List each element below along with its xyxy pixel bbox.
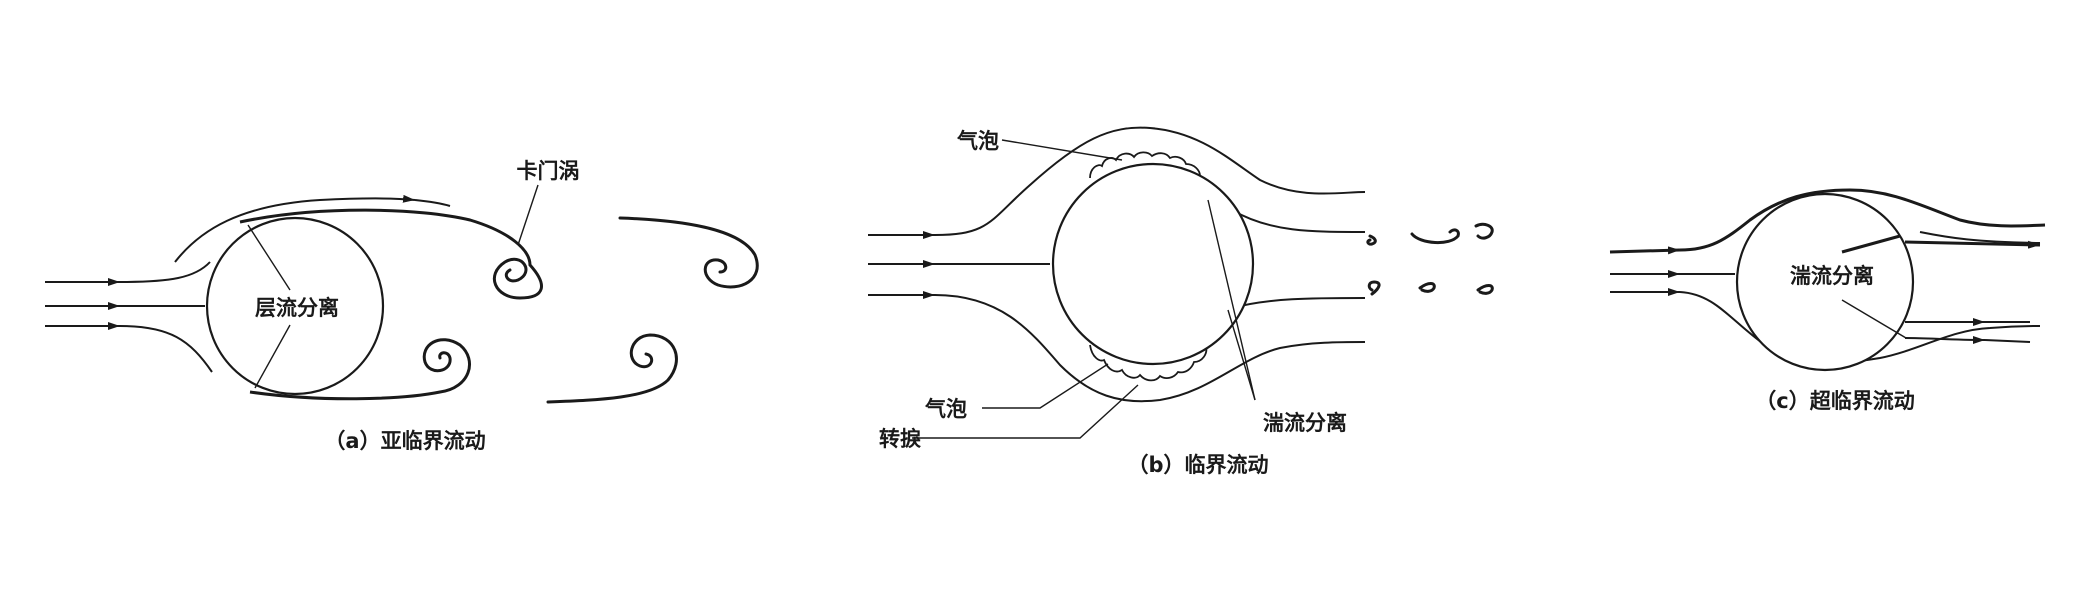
karman-vortex-street (422, 216, 759, 404)
label-laminar-separation: 层流分离 (255, 296, 339, 320)
label-turbulent-separation-b: 湍流分离 (1263, 411, 1347, 435)
label-karman-vortex: 卡门涡 (517, 159, 580, 183)
panel-c-cylinder (1735, 192, 1915, 372)
vortex-1 (492, 257, 543, 300)
caption-subcritical: （a）亚临界流动 (324, 429, 485, 453)
panel-a-shear-layers (239, 208, 532, 401)
panel-c-leaders (1841, 234, 1907, 339)
label-transition: 转捩 (879, 427, 922, 451)
caption-supercritical: （c）超临界流动 (1755, 389, 1914, 413)
label-bubble-bottom: 气泡 (924, 397, 967, 421)
panel-b-cylinder (1051, 162, 1255, 366)
panel-b-streamlines (868, 126, 1366, 403)
panel-a-vortex-leader (517, 184, 539, 246)
panel-a-separation-leaders (247, 224, 291, 389)
panel-a-streamlines (45, 194, 451, 373)
label-bubble-top: 气泡 (956, 129, 999, 153)
panel-b-critical: 气泡 气泡 转捩 湍流分离 （b）临界流动 (868, 126, 1494, 477)
panel-c-supercritical: 湍流分离 （c）超临界流动 (1609, 188, 2046, 413)
panel-c-streamlines (1609, 188, 2046, 364)
panel-b-bubble-bottom (1089, 329, 1215, 382)
vortex-2 (422, 338, 471, 394)
panel-b-leaders (912, 139, 1256, 439)
caption-critical: （b）临界流动 (1127, 453, 1268, 477)
panel-b-wake-eddies (1366, 222, 1494, 296)
vortex-3 (618, 216, 759, 289)
label-turbulent-separation-c: 湍流分离 (1790, 264, 1874, 288)
vortex-4 (546, 333, 678, 404)
panel-a-subcritical: 卡门涡 层流分离 （a）亚临界流动 (45, 159, 759, 453)
panel-a-cylinder (205, 216, 385, 396)
